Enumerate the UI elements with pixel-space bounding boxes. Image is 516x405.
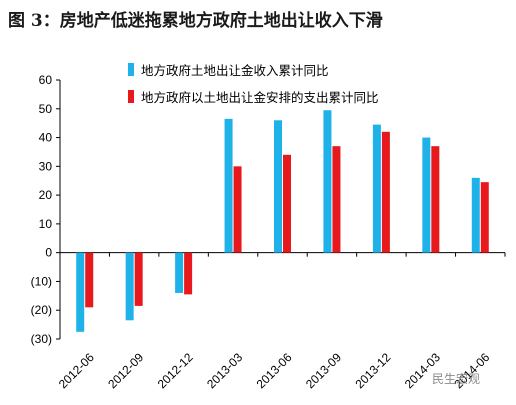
y-tick-label: 40 xyxy=(39,131,53,145)
bar-expenditure-2013-09 xyxy=(332,146,341,253)
y-tick-labels: 60 50 40 30 20 10 0 (10) (20) (30) xyxy=(31,73,53,346)
y-tick-label: 30 xyxy=(39,159,53,173)
x-tick-labels: 2012-06 2012-09 2012-12 2013-03 2013-06 2013-… xyxy=(56,350,493,391)
y-tick-label: (30) xyxy=(31,332,52,346)
x-tick-label: 2012-06 xyxy=(56,350,97,391)
bar-revenue-2012-09 xyxy=(125,252,134,321)
x-tick-label: 2012-09 xyxy=(105,350,146,391)
legend-label-series2: 地方政府以土地出让金安排的支出累计同比 xyxy=(141,90,379,105)
bar-expenditure-2013-06 xyxy=(283,154,291,253)
bar-revenue-2013-06 xyxy=(274,120,282,253)
watermark: 民生宏观 xyxy=(432,371,480,386)
y-tick-label: (20) xyxy=(31,303,52,317)
bar-revenue-2012-06 xyxy=(76,252,85,332)
legend-swatch-series1 xyxy=(128,63,134,76)
bar-expenditure-2014-06 xyxy=(480,182,489,253)
x-tick-label: 2013-09 xyxy=(303,350,344,391)
y-tick-label: 50 xyxy=(39,102,53,116)
bar-revenue-2014-06 xyxy=(471,177,480,253)
y-tick-label: 20 xyxy=(39,188,53,202)
y-tick-label: 10 xyxy=(39,217,53,231)
legend: 地方政府土地出让金收入累计同比 地方政府以土地出让金安排的支出累计同比 xyxy=(128,63,379,105)
chart-title: 图 3：房地产低迷拖累地方政府土地出让收入下滑 xyxy=(8,11,383,31)
bar-expenditure-2012-12 xyxy=(184,252,193,295)
bar-revenue-2013-03 xyxy=(224,118,233,253)
legend-label-series1: 地方政府土地出让金收入累计同比 xyxy=(141,63,329,78)
x-tick-label: 2013-12 xyxy=(352,350,393,391)
legend-swatch-series2 xyxy=(128,90,134,103)
x-tick-label: 2012-12 xyxy=(155,350,196,391)
bar-expenditure-2013-03 xyxy=(233,166,242,253)
axes xyxy=(56,79,506,340)
bars xyxy=(76,110,489,332)
x-tick-label: 2013-06 xyxy=(254,350,295,391)
bar-expenditure-2014-03 xyxy=(431,146,440,253)
bar-revenue-2013-12 xyxy=(372,124,381,253)
bar-revenue-2013-09 xyxy=(323,110,332,253)
bar-expenditure-2012-09 xyxy=(134,252,143,306)
bar-expenditure-2012-06 xyxy=(85,252,94,308)
y-tick-label: 60 xyxy=(39,73,53,87)
bar-expenditure-2013-12 xyxy=(381,131,390,253)
y-tick-label: 0 xyxy=(45,246,52,260)
y-tick-label: (10) xyxy=(31,274,52,288)
bar-revenue-2012-12 xyxy=(175,252,184,293)
x-tick-label: 2013-03 xyxy=(204,350,245,391)
bar-revenue-2014-03 xyxy=(422,137,431,253)
